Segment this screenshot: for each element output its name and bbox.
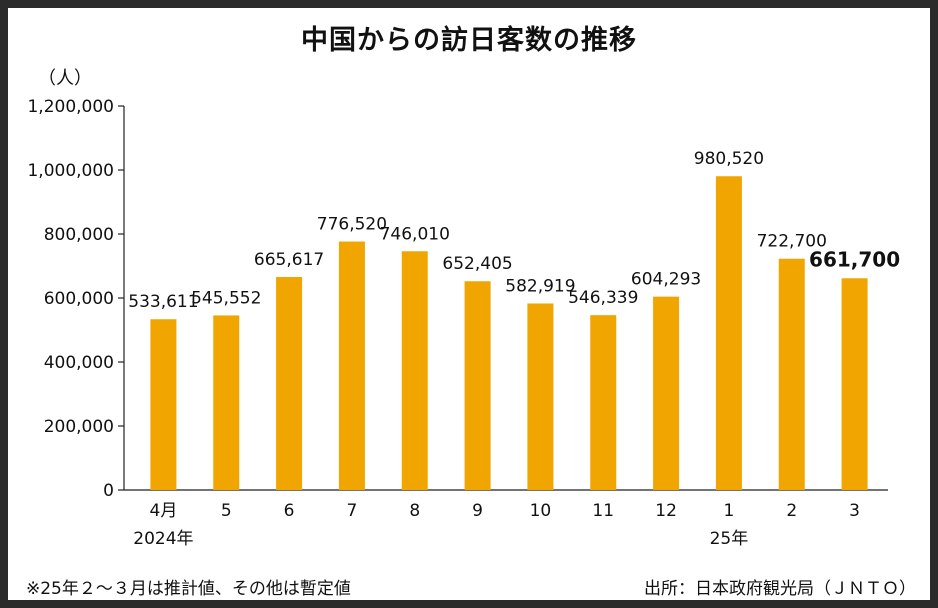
y-unit-label: （人） — [38, 68, 92, 89]
data-label-highlight: 661,700 — [809, 247, 900, 271]
x-tick-label: 8 — [409, 501, 420, 521]
data-label: 746,010 — [380, 224, 450, 244]
chart-panel: 中国からの訪日客数の推移 （人） 0 200,000 400,000 600,000 8… — [8, 8, 930, 600]
data-label: 545,552 — [191, 288, 261, 308]
bar — [464, 281, 491, 490]
x-tick-label: 11 — [592, 501, 614, 521]
x-tick-label: 5 — [221, 501, 232, 521]
x-year-label: 25年 — [710, 529, 749, 549]
x-tick-label: 2 — [786, 501, 797, 521]
bar — [653, 296, 680, 490]
y-tick-label: 1,200,000 — [27, 97, 114, 117]
data-label: 665,617 — [254, 250, 324, 270]
y-tick-label: 0 — [103, 481, 114, 501]
source-credit: 出所：日本政府観光局（ＪＮＴＯ） — [644, 579, 916, 599]
y-tick-label: 400,000 — [44, 353, 114, 373]
x-tick-label: 9 — [472, 501, 483, 521]
data-label: 533,611 — [128, 292, 198, 312]
y-tick-label: 200,000 — [44, 417, 114, 437]
x-year-label: 2024年 — [133, 529, 193, 549]
data-label: 776,520 — [317, 215, 387, 235]
data-label: 582,919 — [505, 276, 575, 296]
y-tick-label: 600,000 — [44, 289, 114, 309]
bar — [401, 251, 428, 490]
y-tick-label: 1,000,000 — [27, 161, 114, 181]
x-tick-label: 4月 — [150, 501, 178, 521]
x-tick-label: 3 — [849, 501, 860, 521]
bar — [276, 277, 303, 490]
data-label: 652,405 — [442, 254, 512, 274]
bar — [778, 258, 805, 490]
bar — [715, 176, 742, 491]
bar — [527, 303, 554, 490]
bar — [150, 319, 177, 490]
x-tick-label: 7 — [347, 501, 358, 521]
x-tick-label: 10 — [530, 501, 552, 521]
x-tick-label: 12 — [655, 501, 677, 521]
data-label: 546,339 — [568, 288, 638, 308]
footnote: ※25年２～３月は推計値、その他は暫定値 — [26, 579, 351, 599]
x-tick-label: 1 — [724, 501, 735, 521]
bar — [213, 315, 240, 490]
y-tick-label: 800,000 — [44, 225, 114, 245]
chart-title: 中国からの訪日客数の推移 — [301, 25, 637, 56]
data-label: 604,293 — [631, 270, 701, 290]
bar — [841, 278, 868, 490]
bar — [590, 315, 617, 490]
data-label: 980,520 — [694, 149, 764, 169]
data-label: 722,700 — [757, 232, 827, 252]
x-tick-label: 6 — [284, 501, 295, 521]
bar — [338, 241, 365, 490]
bar-chart: 0 200,000 400,000 600,000 800,000 1,000,000 1,… — [27, 97, 900, 549]
